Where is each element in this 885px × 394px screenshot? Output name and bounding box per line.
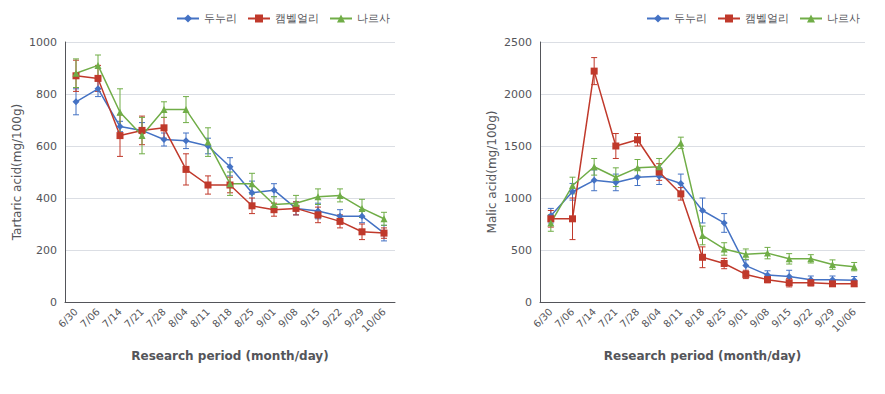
svg-text:7/14: 7/14 <box>100 306 124 330</box>
svg-text:9/29: 9/29 <box>812 306 837 330</box>
svg-text:나르사: 나르사 <box>827 12 860 25</box>
svg-text:Malic acid(mg/100g): Malic acid(mg/100g) <box>485 111 499 234</box>
svg-text:7/06: 7/06 <box>553 306 577 330</box>
svg-text:9/22: 9/22 <box>791 306 815 330</box>
svg-text:7/21: 7/21 <box>596 306 620 330</box>
svg-text:9/08: 9/08 <box>748 306 772 330</box>
svg-text:8/18: 8/18 <box>210 306 234 330</box>
svg-text:9/01: 9/01 <box>726 306 750 330</box>
svg-text:0: 0 <box>50 296 57 309</box>
svg-text:7/14: 7/14 <box>574 306 598 330</box>
svg-text:800: 800 <box>36 88 57 101</box>
svg-text:1500: 1500 <box>504 140 532 153</box>
svg-text:6/30: 6/30 <box>531 306 555 330</box>
svg-text:7/06: 7/06 <box>78 306 102 330</box>
svg-text:600: 600 <box>36 140 57 153</box>
svg-text:8/04: 8/04 <box>639 306 663 330</box>
svg-text:8/04: 8/04 <box>166 306 190 330</box>
svg-text:6/30: 6/30 <box>56 306 80 330</box>
svg-text:캠벨얼리: 캠벨얼리 <box>275 12 319 25</box>
svg-text:두누리: 두누리 <box>204 12 237 25</box>
svg-text:2000: 2000 <box>504 88 532 101</box>
svg-text:Research period (month/day): Research period (month/day) <box>131 349 328 363</box>
svg-text:7/28: 7/28 <box>144 306 168 330</box>
svg-text:10/06: 10/06 <box>360 306 388 334</box>
svg-text:500: 500 <box>511 244 532 257</box>
svg-text:9/08: 9/08 <box>276 306 300 330</box>
svg-text:9/15: 9/15 <box>769 306 793 330</box>
svg-text:나르사: 나르사 <box>357 12 390 25</box>
svg-text:8/11: 8/11 <box>188 306 212 330</box>
svg-text:9/22: 9/22 <box>320 306 344 330</box>
svg-text:0: 0 <box>525 296 532 309</box>
svg-text:200: 200 <box>36 244 57 257</box>
svg-text:1000: 1000 <box>504 192 532 205</box>
svg-text:7/21: 7/21 <box>122 306 146 330</box>
svg-text:Tartaric acid(mg/100g): Tartaric acid(mg/100g) <box>10 104 24 242</box>
svg-text:1000: 1000 <box>29 36 57 49</box>
svg-text:9/01: 9/01 <box>254 306 278 330</box>
svg-text:Research period (month/day): Research period (month/day) <box>604 349 801 363</box>
svg-text:8/25: 8/25 <box>232 306 256 330</box>
svg-text:9/29: 9/29 <box>342 306 366 330</box>
svg-text:8/11: 8/11 <box>661 306 685 330</box>
svg-text:7/28: 7/28 <box>618 306 642 330</box>
svg-text:두누리: 두누리 <box>674 12 707 25</box>
svg-text:9/15: 9/15 <box>298 306 322 330</box>
svg-text:400: 400 <box>36 192 57 205</box>
svg-text:8/25: 8/25 <box>704 306 728 330</box>
svg-text:캠벨얼리: 캠벨얼리 <box>745 12 789 25</box>
svg-text:8/18: 8/18 <box>683 306 707 330</box>
svg-text:10/06: 10/06 <box>830 306 858 334</box>
svg-text:2500: 2500 <box>504 36 532 49</box>
